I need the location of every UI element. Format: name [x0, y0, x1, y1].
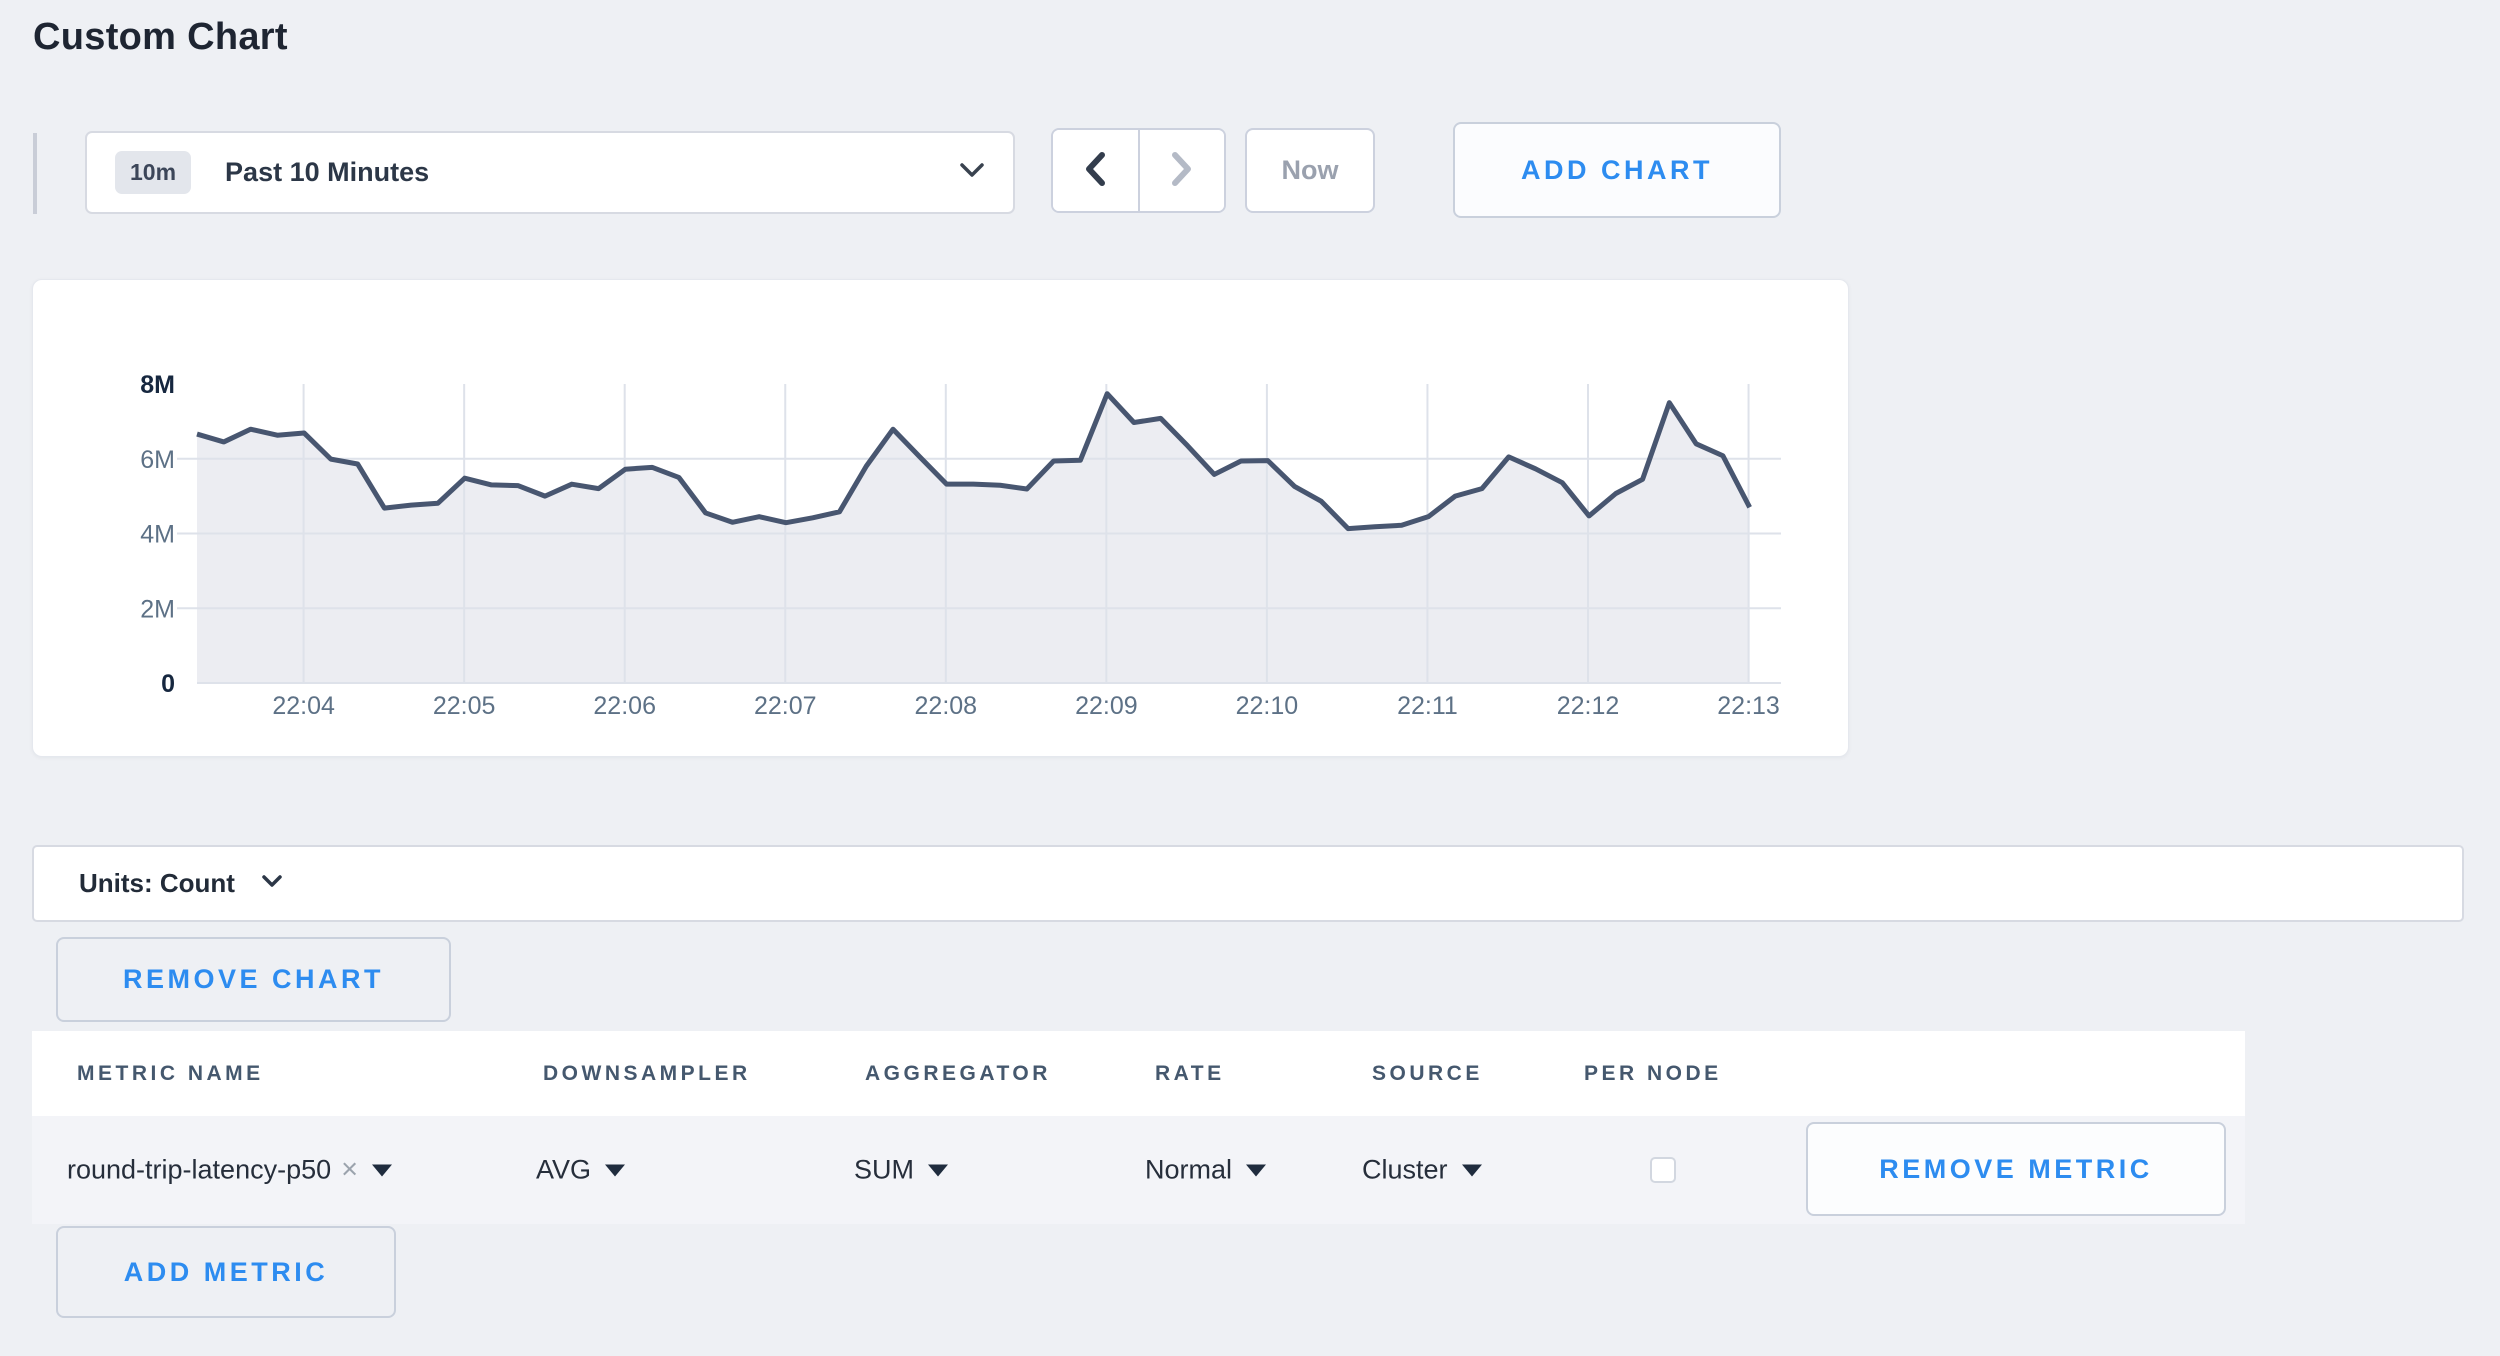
- svg-text:22:07: 22:07: [754, 692, 817, 720]
- now-button[interactable]: Now: [1245, 128, 1375, 213]
- toolbar-divider: [33, 133, 37, 214]
- page-title: Custom Chart: [33, 16, 288, 58]
- caret-down-icon: [928, 1164, 948, 1176]
- metric-name-value: round-trip-latency-p50: [67, 1154, 332, 1185]
- time-back-button[interactable]: [1053, 130, 1138, 211]
- caret-down-icon: [1461, 1164, 1482, 1176]
- rate-value: Normal: [1145, 1154, 1233, 1185]
- column-header-source: SOURCE: [1372, 1061, 1483, 1085]
- svg-text:0: 0: [161, 670, 175, 698]
- remove-metric-button[interactable]: REMOVE METRIC: [1806, 1122, 2226, 1216]
- add-chart-button[interactable]: ADD CHART: [1453, 122, 1781, 218]
- add-metric-button[interactable]: ADD METRIC: [56, 1226, 396, 1318]
- downsampler-dropdown[interactable]: AVG: [536, 1154, 626, 1186]
- timeseries-chart[interactable]: 0 2M 4M 6M 8M 22:04 22:05 22:06 22:07 22:08 22:09 2…: [33, 280, 1850, 758]
- svg-text:6M: 6M: [140, 446, 175, 474]
- svg-text:22:10: 22:10: [1236, 692, 1299, 720]
- units-label: Units: Count: [79, 868, 235, 898]
- column-header-downsampler: DOWNSAMPLER: [543, 1061, 751, 1085]
- remove-chart-button[interactable]: REMOVE CHART: [56, 937, 451, 1022]
- caret-down-icon: [1246, 1164, 1267, 1176]
- column-header-per-node: PER NODE: [1584, 1061, 1722, 1085]
- aggregator-dropdown[interactable]: SUM: [854, 1155, 948, 1186]
- time-forward-button[interactable]: [1137, 130, 1224, 211]
- time-range-badge: 10m: [115, 151, 192, 194]
- time-range-label: Past 10 Minutes: [225, 157, 430, 187]
- rate-dropdown[interactable]: Normal: [1145, 1154, 1267, 1186]
- chevron-right-icon: [1170, 151, 1194, 190]
- svg-text:22:12: 22:12: [1557, 692, 1620, 720]
- chevron-left-icon: [1083, 151, 1107, 190]
- svg-text:22:08: 22:08: [915, 692, 978, 720]
- time-range-select[interactable]: 10m Past 10 Minutes: [85, 131, 1015, 214]
- chevron-down-icon: [959, 162, 985, 183]
- svg-text:22:11: 22:11: [1397, 692, 1458, 720]
- units-select[interactable]: Units: Count: [32, 845, 2464, 922]
- column-header-rate: RATE: [1155, 1061, 1225, 1085]
- time-nav-group: [1051, 128, 1226, 213]
- per-node-checkbox[interactable]: [1650, 1157, 1676, 1183]
- aggregator-value: SUM: [854, 1154, 914, 1185]
- clear-metric-icon[interactable]: ×: [341, 1153, 359, 1186]
- metrics-table-header: METRIC NAME DOWNSAMPLER AGGREGATOR RATE …: [32, 1031, 2245, 1116]
- svg-text:22:04: 22:04: [272, 692, 335, 720]
- svg-text:2M: 2M: [140, 595, 175, 623]
- column-header-aggregator: AGGREGATOR: [865, 1061, 1051, 1085]
- svg-text:22:06: 22:06: [593, 692, 656, 720]
- source-value: Cluster: [1362, 1154, 1448, 1185]
- svg-text:8M: 8M: [140, 371, 175, 399]
- svg-text:22:09: 22:09: [1075, 692, 1138, 720]
- svg-text:4M: 4M: [140, 521, 175, 549]
- svg-text:22:13: 22:13: [1717, 692, 1780, 720]
- metric-name-dropdown[interactable]: round-trip-latency-p50 ×: [67, 1153, 393, 1187]
- chart-card: 0 2M 4M 6M 8M 22:04 22:05 22:06 22:07 22:08 22:09 2…: [32, 279, 1849, 757]
- chevron-down-icon: [261, 874, 283, 893]
- caret-down-icon: [372, 1164, 393, 1176]
- downsampler-value: AVG: [536, 1154, 592, 1185]
- column-header-metric-name: METRIC NAME: [77, 1061, 264, 1085]
- source-dropdown[interactable]: Cluster: [1362, 1155, 1482, 1186]
- svg-text:22:05: 22:05: [433, 692, 496, 720]
- caret-down-icon: [605, 1164, 626, 1176]
